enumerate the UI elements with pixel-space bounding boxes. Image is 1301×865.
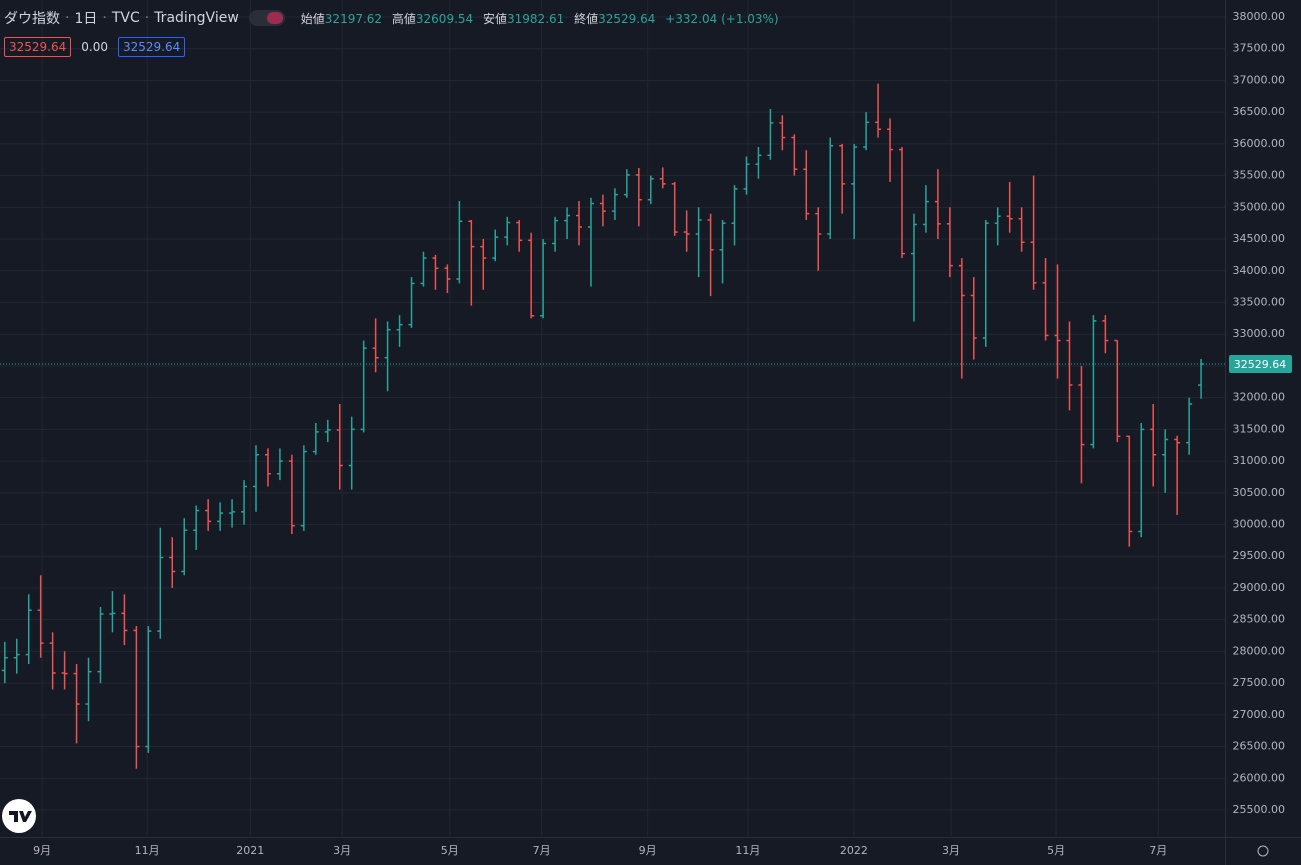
ohlc-label: 安値: [483, 11, 508, 26]
y-tick-label: 28000.00: [1233, 644, 1286, 657]
y-tick-label: 33500.00: [1233, 295, 1286, 308]
indicator-badges: 32529.64 0.00 32529.64: [4, 37, 191, 57]
interval[interactable]: 1日: [74, 11, 98, 27]
symbol-title[interactable]: ダウ指数: [4, 11, 60, 27]
toggle[interactable]: [248, 10, 285, 26]
x-tick-label: 5月: [441, 844, 459, 857]
y-tick-label: 36500.00: [1233, 105, 1286, 118]
y-tick-label: 29500.00: [1233, 549, 1286, 562]
x-tick-label: 7月: [533, 844, 551, 857]
y-tick-label: 26000.00: [1233, 771, 1286, 784]
ohlc-value: 32529.64: [598, 11, 656, 26]
y-tick-label: 35500.00: [1233, 169, 1286, 182]
ohlc-value: 32609.54: [415, 11, 474, 26]
legend-header: ダウ指数 · 1日 · TVC · TradingView 始値32197.62 高値…: [4, 8, 785, 28]
source: TVC: [111, 10, 140, 26]
x-tick-label: 3月: [942, 844, 960, 857]
y-tick-label: 31000.00: [1233, 454, 1286, 467]
y-tick-label: 34000.00: [1233, 264, 1286, 277]
y-tick-label: 25500.00: [1233, 803, 1286, 816]
ohlc-label: 始値: [300, 11, 325, 26]
settings-icon[interactable]: [1257, 845, 1269, 857]
ohlc-label: 終値: [574, 11, 599, 26]
price-tag-label: 32529.64: [1234, 358, 1287, 371]
tv-logo: [2, 799, 36, 833]
y-tick-label: 30000.00: [1233, 518, 1286, 531]
y-tick-label: 28500.00: [1233, 613, 1286, 626]
x-tick-label: 3月: [333, 844, 351, 857]
tv-logo-mark: [9, 811, 32, 822]
price-tag: [1229, 355, 1292, 374]
y-tick-label: 29000.00: [1233, 581, 1286, 594]
y-tick-label: 38000.00: [1233, 10, 1286, 23]
y-tick-label: 37500.00: [1233, 42, 1286, 55]
x-tick-label: 2022: [840, 844, 868, 857]
badge: 32529.64: [4, 37, 72, 57]
ohlc-label: 高値: [391, 11, 416, 26]
ohlc-values: 始値32197.62 高値32609.54 安値31982.61 終値32529…: [301, 10, 785, 27]
y-tick-label: 26500.00: [1233, 740, 1286, 753]
y-tick-label: 32000.00: [1233, 391, 1286, 404]
y-tick-label: 27000.00: [1233, 708, 1286, 721]
x-tick-label: 11月: [135, 844, 160, 857]
y-tick-label: 27500.00: [1233, 676, 1286, 689]
x-tick-label: 7月: [1149, 844, 1167, 857]
badge: 0.00: [81, 40, 108, 54]
change: +332.04 (+1.03%): [665, 11, 779, 26]
y-tick-label: 30500.00: [1233, 486, 1286, 499]
ohlc-value: 32197.62: [324, 11, 383, 26]
badge: 32529.64: [117, 37, 186, 57]
ohlc-value: 31982.61: [507, 11, 565, 26]
x-tick-label: 9月: [33, 844, 51, 857]
y-tick-label: 36000.00: [1233, 137, 1286, 150]
y-tick-label: 34500.00: [1233, 232, 1286, 245]
x-tick-label: 5月: [1047, 844, 1065, 857]
x-tick-label: 9月: [639, 844, 657, 857]
x-tick-label: 11月: [735, 844, 760, 857]
y-tick-label: 37000.00: [1233, 73, 1286, 86]
y-tick-label: 31500.00: [1233, 422, 1286, 435]
x-tick-label: 2021: [236, 844, 264, 857]
y-tick-label: 33000.00: [1233, 327, 1286, 340]
platform: TradingView: [154, 10, 239, 26]
y-tick-label: 35000.00: [1233, 200, 1286, 213]
